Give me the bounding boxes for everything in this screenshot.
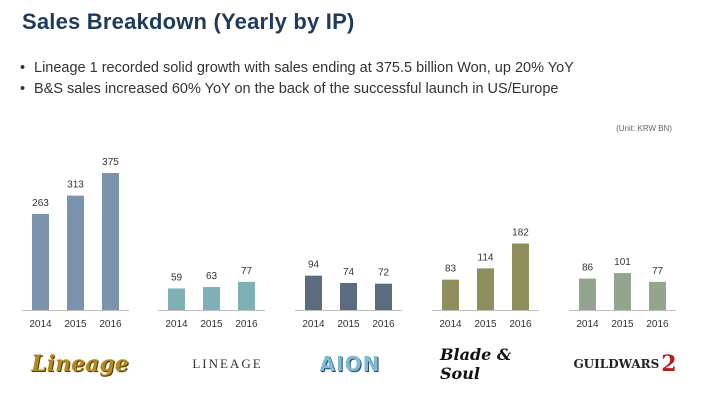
bar [203,286,220,310]
bar [102,172,119,310]
data-label: 83 [445,264,457,275]
tick-label: 2015 [474,319,497,330]
tick-label: 2015 [611,319,634,330]
bar [614,273,631,310]
lineage-logo: Lineage [30,344,130,384]
bar [305,275,322,310]
bar [238,281,255,310]
data-label: 86 [582,263,594,274]
bar [375,283,392,310]
unit-label: (Unit: KRW BN) [616,124,672,133]
tick-label: 2014 [576,319,599,330]
data-label: 313 [67,180,84,191]
blade-and-soul-logo: Blade & Soul [440,344,540,384]
data-label: 77 [241,266,253,277]
bar [32,213,49,310]
bar [442,279,459,310]
lineage2-logo: LINEAGE [180,344,275,384]
data-label: 59 [171,272,183,283]
lineage2-logo-text: LINEAGE [192,356,263,371]
data-label: 182 [512,227,529,238]
bullet-item: Lineage 1 recorded solid growth with sal… [20,58,574,79]
bar [168,288,185,310]
tick-label: 2015 [64,319,87,330]
bullet-item: B&S sales increased 60% YoY on the back … [20,79,574,100]
data-label: 63 [206,271,218,282]
lineage-logo-text: Lineage [31,351,129,377]
tick-label: 2016 [235,319,258,330]
bar [67,195,84,310]
bar [649,281,666,310]
tick-label: 2016 [509,319,532,330]
tick-label: 2014 [165,319,188,330]
data-label: 114 [478,252,494,263]
bar [579,278,596,310]
data-label: 72 [378,268,390,279]
data-label: 94 [308,260,320,271]
tick-label: 2014 [29,319,52,330]
bar [512,243,529,310]
tick-label: 2016 [646,319,669,330]
tick-label: 2015 [200,319,223,330]
page-title: Sales Breakdown (Yearly by IP) [22,9,355,34]
data-label: 74 [343,267,355,278]
tick-label: 2016 [99,319,122,330]
data-label: 375 [102,157,119,168]
tick-label: 2014 [302,319,325,330]
bar [340,282,357,310]
tick-label: 2016 [372,319,395,330]
tick-label: 2015 [337,319,360,330]
gw2-logo-number: 2 [661,351,677,377]
data-label: 263 [32,198,49,209]
bullet-list: Lineage 1 recorded solid growth with sal… [20,58,574,100]
gw2-logo-text: GUILDWARS [573,357,660,371]
tick-label: 2014 [439,319,462,330]
bns-logo-text: Blade & Soul [440,345,512,383]
data-label: 101 [614,257,631,268]
aion-logo: AION [310,344,390,384]
aion-logo-text: AION [319,352,381,376]
data-label: 77 [652,266,664,277]
guild-wars-2-logo: GUILDWARS 2 [573,344,676,384]
bar [477,268,494,310]
